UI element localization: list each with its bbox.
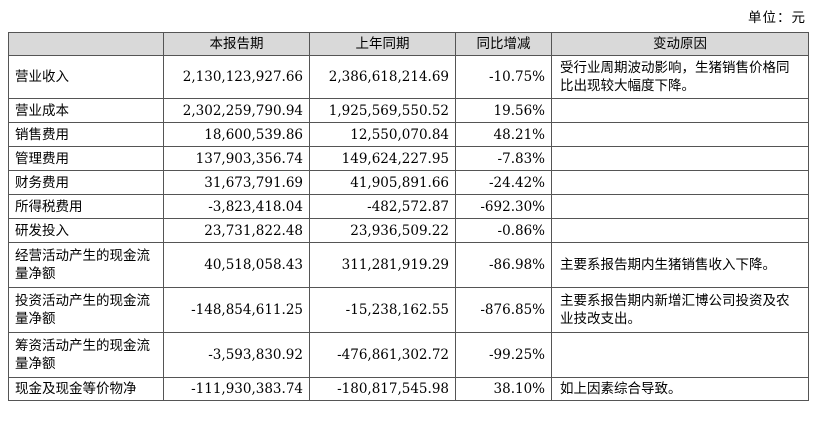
row-label: 经营活动产生的现金流量净额 <box>8 242 164 288</box>
change-reason: 如上因素综合导致。 <box>551 377 809 401</box>
unit-label: 单位：元 <box>748 10 806 26</box>
previous-value: -180,817,545.98 <box>309 377 456 401</box>
row-label: 筹资活动产生的现金流量净额 <box>8 332 164 378</box>
row-label: 所得税费用 <box>8 194 164 219</box>
current-value: 137,903,356.74 <box>163 146 310 171</box>
change-value: -86.98% <box>455 242 552 288</box>
change-reason <box>551 218 809 243</box>
financial-table: 本报告期 上年同期 同比增减 变动原因 营业收入 2,130,123,927.6… <box>8 32 809 401</box>
table-row: 所得税费用 -3,823,418.04 -482,572.87 -692.30% <box>8 194 809 219</box>
row-label: 营业收入 <box>8 55 164 99</box>
current-value: 2,130,123,927.66 <box>163 55 310 99</box>
header-item <box>8 32 164 56</box>
table-row: 销售费用 18,600,539.86 12,550,070.84 48.21% <box>8 122 809 147</box>
previous-value: 311,281,919.29 <box>309 242 456 288</box>
current-value: 31,673,791.69 <box>163 170 310 195</box>
table-row: 筹资活动产生的现金流量净额 -3,593,830.92 -476,861,302… <box>8 332 809 378</box>
previous-value: 41,905,891.66 <box>309 170 456 195</box>
table-row: 营业收入 2,130,123,927.66 2,386,618,214.69 -… <box>8 55 809 99</box>
row-label: 管理费用 <box>8 146 164 171</box>
row-label: 财务费用 <box>8 170 164 195</box>
current-value: -148,854,611.25 <box>163 287 310 333</box>
table-row: 经营活动产生的现金流量净额 40,518,058.43 311,281,919.… <box>8 242 809 288</box>
header-row: 本报告期 上年同期 同比增减 变动原因 <box>8 32 809 56</box>
change-value: -24.42% <box>455 170 552 195</box>
change-value: -99.25% <box>455 332 552 378</box>
current-value: 18,600,539.86 <box>163 122 310 147</box>
change-reason <box>551 170 809 195</box>
table-row: 现金及现金等价物净 -111,930,383.74 -180,817,545.9… <box>8 377 809 401</box>
previous-value: 1,925,569,550.52 <box>309 98 456 123</box>
previous-value: 2,386,618,214.69 <box>309 55 456 99</box>
table-row: 管理费用 137,903,356.74 149,624,227.95 -7.83… <box>8 146 809 171</box>
table-row: 投资活动产生的现金流量净额 -148,854,611.25 -15,238,16… <box>8 287 809 333</box>
change-value: -10.75% <box>455 55 552 99</box>
change-reason <box>551 146 809 171</box>
previous-value: -482,572.87 <box>309 194 456 219</box>
change-value: 38.10% <box>455 377 552 401</box>
change-reason: 主要系报告期内新增汇博公司投资及农业技改支出。 <box>551 287 809 333</box>
change-reason <box>551 122 809 147</box>
current-value: -3,593,830.92 <box>163 332 310 378</box>
row-label: 投资活动产生的现金流量净额 <box>8 287 164 333</box>
change-value: -0.86% <box>455 218 552 243</box>
row-label: 现金及现金等价物净 <box>8 377 164 401</box>
current-value: 23,731,822.48 <box>163 218 310 243</box>
change-value: -7.83% <box>455 146 552 171</box>
change-reason <box>551 332 809 378</box>
header-current-period: 本报告期 <box>163 32 310 56</box>
header-change-reason: 变动原因 <box>551 32 809 56</box>
row-label: 销售费用 <box>8 122 164 147</box>
change-reason <box>551 194 809 219</box>
previous-value: 23,936,509.22 <box>309 218 456 243</box>
change-reason: 主要系报告期内生猪销售收入下降。 <box>551 242 809 288</box>
current-value: -3,823,418.04 <box>163 194 310 219</box>
change-reason: 受行业周期波动影响，生猪销售价格同比出现较大幅度下降。 <box>551 55 809 99</box>
header-previous-period: 上年同期 <box>309 32 456 56</box>
change-value: 48.21% <box>455 122 552 147</box>
previous-value: -476,861,302.72 <box>309 332 456 378</box>
current-value: 40,518,058.43 <box>163 242 310 288</box>
table-row: 研发投入 23,731,822.48 23,936,509.22 -0.86% <box>8 218 809 243</box>
change-reason <box>551 98 809 123</box>
row-label: 研发投入 <box>8 218 164 243</box>
previous-value: 149,624,227.95 <box>309 146 456 171</box>
header-yoy-change: 同比增减 <box>455 32 552 56</box>
table-row: 财务费用 31,673,791.69 41,905,891.66 -24.42% <box>8 170 809 195</box>
previous-value: -15,238,162.55 <box>309 287 456 333</box>
change-value: -876.85% <box>455 287 552 333</box>
table-row: 营业成本 2,302,259,790.94 1,925,569,550.52 1… <box>8 98 809 123</box>
change-value: 19.56% <box>455 98 552 123</box>
change-value: -692.30% <box>455 194 552 219</box>
previous-value: 12,550,070.84 <box>309 122 456 147</box>
current-value: 2,302,259,790.94 <box>163 98 310 123</box>
row-label: 营业成本 <box>8 98 164 123</box>
current-value: -111,930,383.74 <box>163 377 310 401</box>
